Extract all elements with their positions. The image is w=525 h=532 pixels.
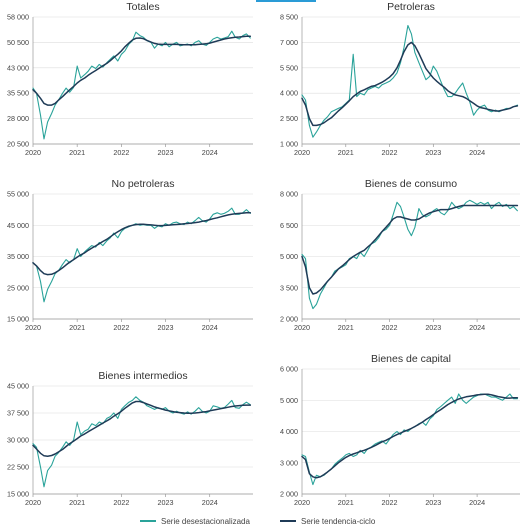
y-tick-label: 8 500 [280, 13, 298, 22]
legend-label-deseasonalized: Serie desestacionalizada [161, 516, 250, 526]
x-tick-label: 2024 [469, 323, 485, 332]
chart-title: Bienes de capital [371, 353, 451, 365]
y-tick-label: 4 000 [280, 89, 298, 98]
y-tick-label: 2 500 [280, 114, 298, 123]
y-tick-label: 1 000 [280, 140, 298, 149]
chart-panel-4: Bienes intermedios 45 000 37 500 30 000 22 5… [7, 370, 253, 507]
x-tick-label: 2024 [202, 148, 218, 157]
x-tick-label: 2021 [338, 323, 354, 332]
y-tick-label: 35 500 [7, 89, 29, 98]
y-tick-label: 2 000 [280, 490, 298, 499]
top-accent-bar [256, 0, 316, 2]
y-tick-label: 15 000 [7, 490, 29, 499]
y-tick-label: 3 500 [280, 283, 298, 292]
y-tick-label: 43 000 [7, 63, 29, 72]
x-tick-label: 2023 [158, 498, 174, 507]
y-tick-label: 28 000 [7, 114, 29, 123]
chart-panel-3: Bienes de consumo 8 000 6 500 5 000 3 500 2 0… [280, 178, 520, 332]
legend-swatch-trend [280, 520, 296, 522]
y-tick-label: 2 000 [280, 315, 298, 324]
x-tick-label: 2021 [338, 498, 354, 507]
y-tick-label: 20 500 [7, 140, 29, 149]
series-line-deseasonalized [301, 199, 518, 310]
y-tick-label: 3 000 [280, 458, 298, 467]
y-tick-label: 5 000 [280, 396, 298, 405]
chart-title: Bienes intermedios [98, 370, 187, 382]
chart-panel-1: Petroleras 8 500 7 000 5 500 4 000 2 500 1 000… [280, 1, 520, 157]
chart-panel-2: No petroleras 55 000 45 000 35 000 25 000 15 … [7, 178, 253, 332]
chart-title: Petroleras [387, 1, 435, 13]
y-tick-label: 15 000 [7, 315, 29, 324]
series-line-deseasonalized [301, 393, 518, 486]
x-tick-label: 2022 [113, 148, 129, 157]
series-line-deseasonalized [32, 396, 251, 488]
series-line-trend [301, 204, 519, 295]
y-tick-label: 50 500 [7, 38, 29, 47]
chart-title: No petroleras [111, 178, 174, 190]
series-line-deseasonalized [301, 24, 518, 138]
legend-item-deseasonalized: Serie desestacionalizada [140, 512, 250, 530]
chart-title: Bienes de consumo [365, 178, 457, 190]
legend-item-trend: Serie tendencia-ciclo [280, 512, 375, 530]
x-tick-label: 2022 [113, 323, 129, 332]
chart-panel-0: Totales 58 000 50 500 43 000 35 500 28 000 20 … [7, 1, 253, 157]
x-tick-label: 2023 [158, 323, 174, 332]
y-tick-label: 45 000 [7, 382, 29, 391]
legend-swatch-deseasonalized [140, 520, 156, 522]
y-tick-label: 55 000 [7, 190, 29, 199]
x-tick-label: 2020 [25, 323, 41, 332]
x-tick-label: 2024 [469, 148, 485, 157]
x-tick-label: 2022 [382, 323, 398, 332]
x-tick-label: 2024 [469, 498, 485, 507]
y-tick-label: 30 000 [7, 436, 29, 445]
x-tick-label: 2024 [202, 498, 218, 507]
x-tick-label: 2023 [158, 148, 174, 157]
y-tick-label: 25 000 [7, 283, 29, 292]
x-tick-label: 2023 [425, 323, 441, 332]
series-line-deseasonalized [32, 30, 251, 140]
y-tick-label: 4 000 [280, 427, 298, 436]
x-tick-label: 2021 [338, 148, 354, 157]
chart-title: Totales [126, 1, 159, 13]
y-tick-label: 5 000 [280, 252, 298, 261]
series-line-trend [32, 212, 252, 276]
series-line-trend [32, 35, 252, 106]
x-tick-label: 2020 [25, 148, 41, 157]
x-tick-label: 2022 [113, 498, 129, 507]
y-tick-label: 6 500 [280, 221, 298, 230]
y-tick-label: 58 000 [7, 13, 29, 22]
x-tick-label: 2023 [425, 148, 441, 157]
x-tick-label: 2020 [294, 323, 310, 332]
x-tick-label: 2020 [294, 148, 310, 157]
y-tick-label: 45 000 [7, 221, 29, 230]
chart-panel-5: Bienes de capital 6 000 5 000 4 000 3 000 2 0… [280, 353, 520, 507]
series-line-trend [301, 41, 519, 127]
x-tick-label: 2020 [294, 498, 310, 507]
x-tick-label: 2022 [382, 148, 398, 157]
legend: Serie desestacionalizada Serie tendencia… [0, 512, 525, 530]
y-tick-label: 6 000 [280, 365, 298, 374]
x-tick-label: 2022 [382, 498, 398, 507]
legend-label-trend: Serie tendencia-ciclo [301, 516, 376, 526]
y-tick-label: 35 000 [7, 252, 29, 261]
x-tick-label: 2021 [69, 323, 85, 332]
y-tick-label: 22 500 [7, 463, 29, 472]
series-line-trend [32, 400, 252, 457]
y-tick-label: 7 000 [280, 38, 298, 47]
x-tick-label: 2021 [69, 148, 85, 157]
x-tick-label: 2020 [25, 498, 41, 507]
y-tick-label: 8 000 [280, 190, 298, 199]
y-tick-label: 5 500 [280, 63, 298, 72]
x-tick-label: 2024 [202, 323, 218, 332]
x-tick-label: 2021 [69, 498, 85, 507]
x-tick-label: 2023 [425, 498, 441, 507]
y-tick-label: 37 500 [7, 409, 29, 418]
series-line-trend [301, 393, 519, 479]
